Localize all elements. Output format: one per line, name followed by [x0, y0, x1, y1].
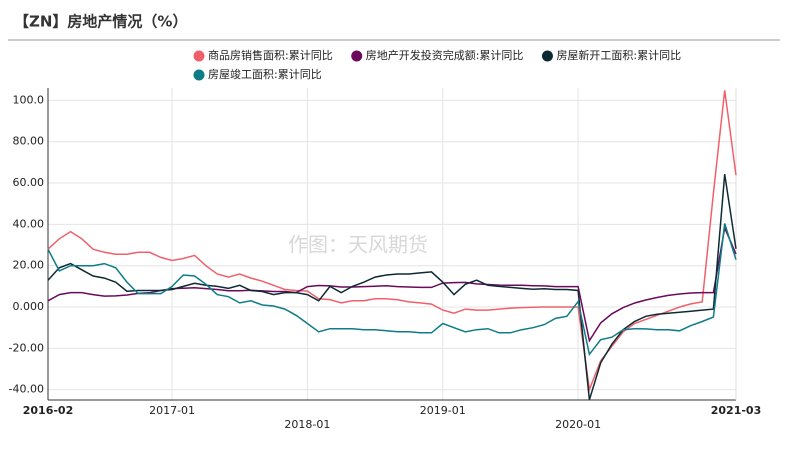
y-tick-label: -20.00	[9, 341, 44, 354]
watermark: 作图：天风期货	[288, 233, 428, 257]
series-line	[47, 223, 737, 357]
series-line	[47, 90, 737, 393]
legend-swatch	[193, 69, 205, 81]
legend-label: 房地产开发投资完成额:累计同比	[366, 48, 524, 62]
series-line	[47, 174, 737, 401]
x-tick-label: 2019-01	[420, 404, 466, 417]
y-tick-label: 0.000	[13, 300, 45, 313]
x-tick-label: 2020-01	[555, 418, 601, 431]
x-tick-label: 2021-03	[711, 404, 762, 417]
y-tick-label: 40.00	[13, 217, 45, 230]
legend-swatch	[541, 50, 553, 62]
y-tick-label: 80.00	[13, 135, 45, 148]
legend-label: 房屋新开工面积:累计同比	[556, 48, 681, 62]
legend-swatch	[351, 50, 363, 62]
x-tick-label: 2016-02	[23, 404, 74, 417]
y-tick-label: 60.00	[13, 176, 45, 189]
x-tick-label: 2018-01	[284, 418, 330, 431]
legend-label: 房屋竣工面积:累计同比	[208, 67, 322, 81]
legend-label: 商品房销售面积:累计同比	[208, 48, 333, 62]
legend-swatch	[193, 50, 205, 62]
y-tick-label: 100.0	[13, 93, 45, 106]
chart-title: 【ZN】房地产情况（%）	[14, 13, 187, 31]
x-tick-label: 2017-01	[149, 404, 195, 417]
y-tick-label: -40.00	[9, 383, 44, 396]
y-tick-label: 20.00	[13, 259, 45, 272]
